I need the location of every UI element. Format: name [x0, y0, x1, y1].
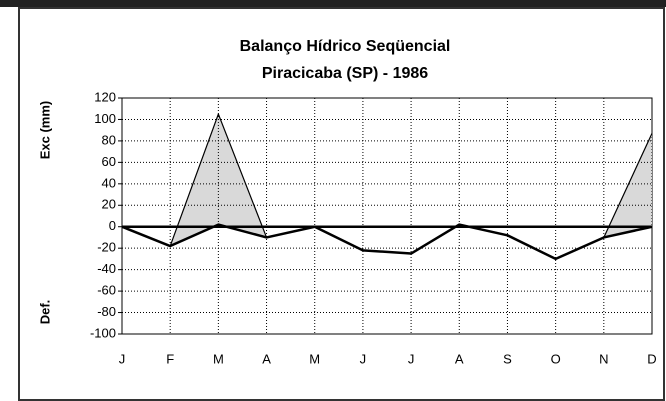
chart-subtitle: Piracicaba (SP) - 1986 — [262, 65, 428, 82]
y-tick-label: -60 — [97, 283, 116, 298]
x-tick-label: J — [119, 351, 126, 366]
x-tick-label: F — [166, 351, 174, 366]
y-tick-label: 40 — [102, 175, 116, 190]
x-tick-label: J — [360, 351, 367, 366]
top-bar — [0, 0, 666, 7]
x-tick-label: N — [599, 351, 608, 366]
y-tick-label: 100 — [94, 111, 116, 126]
y-tick-label: -20 — [97, 240, 116, 255]
area-fill — [122, 114, 652, 259]
y-axis-label: Exc (mm) — [37, 101, 52, 160]
x-tick-label: O — [551, 351, 561, 366]
x-tick-label: D — [647, 351, 656, 366]
y-tick-label: -100 — [90, 325, 116, 340]
x-tick-label: M — [309, 351, 320, 366]
x-tick-label: A — [262, 351, 271, 366]
x-tick-label: M — [213, 351, 224, 366]
x-tick-label: S — [503, 351, 512, 366]
y-tick-label: 80 — [102, 132, 116, 147]
y-tick-label: 60 — [102, 154, 116, 169]
y-tick-label: -80 — [97, 304, 116, 319]
chart-frame — [18, 7, 665, 401]
y-tick-label: 0 — [109, 218, 116, 233]
y-tick-label: 20 — [102, 197, 116, 212]
x-tick-label: J — [408, 351, 415, 366]
y-axis-label: Def. — [37, 300, 52, 325]
series-line — [121, 223, 653, 261]
x-tick-label: A — [455, 351, 464, 366]
chart-title: Balanço Hídrico Seqüencial — [240, 38, 451, 55]
y-tick-label: -40 — [97, 261, 116, 276]
y-tick-label: 120 — [94, 89, 116, 104]
